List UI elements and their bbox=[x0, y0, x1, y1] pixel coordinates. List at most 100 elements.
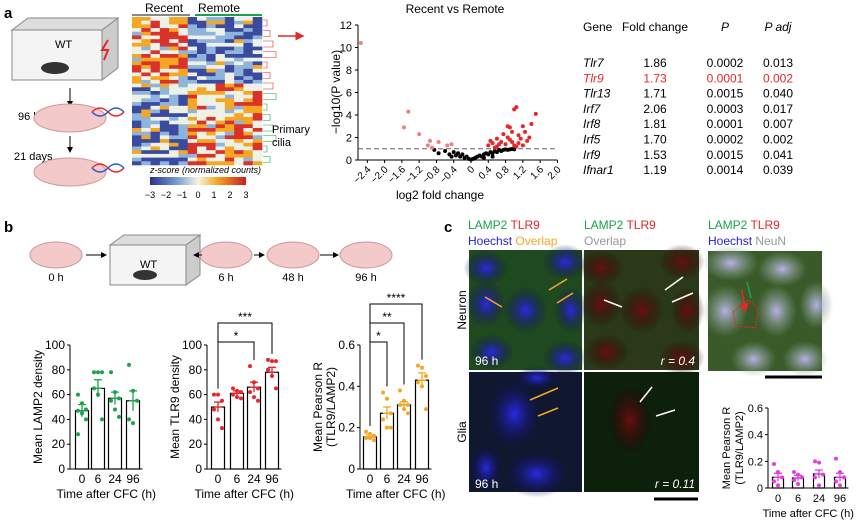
heatmap-cell bbox=[150, 94, 161, 99]
heatmap-cell bbox=[224, 35, 235, 40]
heatmap-cell bbox=[141, 65, 151, 70]
heatmap-cell bbox=[234, 124, 244, 129]
heatmap-cell bbox=[224, 24, 235, 29]
heatmap-cell bbox=[243, 128, 254, 132]
data-point bbox=[216, 417, 220, 422]
heatmap-cell bbox=[169, 87, 179, 92]
heatmap-cell bbox=[132, 109, 142, 114]
col1-label: LAMP2 TLR9 bbox=[468, 218, 540, 232]
table-cell: 0.0002 bbox=[707, 56, 744, 70]
heatmap-cell bbox=[150, 116, 161, 121]
heatmap-cell bbox=[132, 135, 142, 140]
heatmap-cell bbox=[150, 35, 161, 40]
y-axis-label: Mean Pearson R bbox=[721, 407, 733, 490]
heatmap-cell bbox=[215, 113, 226, 118]
colorbar-tick: 0 bbox=[195, 190, 200, 200]
heatmap-cell bbox=[243, 105, 254, 110]
data-point bbox=[252, 395, 256, 400]
heatmap-cell bbox=[169, 161, 179, 166]
heatmap-cell bbox=[215, 46, 226, 51]
heatmap-cell bbox=[252, 128, 263, 132]
heatmap-cell bbox=[187, 35, 198, 40]
heatmap-cell bbox=[206, 24, 216, 29]
heatmap-remote-label: Remote bbox=[198, 1, 240, 15]
behaviour-box-icon bbox=[10, 17, 120, 81]
heatmap-cell bbox=[197, 135, 207, 140]
table-cell: 1.71 bbox=[643, 87, 667, 101]
heatmap-cell bbox=[159, 39, 170, 44]
heatmap-cell bbox=[215, 83, 226, 88]
panel-label-b: b bbox=[4, 219, 13, 236]
table-cell: 0.041 bbox=[763, 148, 793, 162]
heatmap-cell bbox=[234, 157, 244, 162]
heatmap-cell bbox=[141, 116, 151, 121]
heatmap-cell bbox=[150, 124, 161, 129]
channel-label: TLR9 bbox=[626, 218, 656, 232]
heatmap-cell bbox=[169, 50, 179, 55]
heatmap-cell bbox=[150, 57, 161, 62]
heatmap-cell bbox=[206, 79, 216, 84]
heatmap-cell bbox=[197, 83, 207, 88]
data-point bbox=[800, 475, 804, 480]
heatmap-cell bbox=[187, 105, 198, 110]
data-point bbox=[84, 407, 88, 412]
col3-label: LAMP2 TLR9 bbox=[708, 218, 780, 232]
heatmap-cell bbox=[234, 72, 244, 77]
heatmap-cell bbox=[252, 131, 263, 136]
heatmap-cell bbox=[178, 142, 189, 147]
behaviour-box-icon bbox=[185, 234, 201, 286]
heatmap-cell bbox=[224, 124, 235, 129]
data-point bbox=[402, 407, 406, 412]
gene-table: Gene Fold change P P adj Tlr7 1.86 0.0002 0.013… bbox=[583, 20, 793, 177]
heatmap-cell bbox=[197, 161, 207, 166]
heatmap-cell bbox=[206, 131, 216, 136]
heatmap-cell bbox=[187, 146, 198, 151]
bar bbox=[414, 379, 430, 470]
data-point bbox=[398, 388, 402, 393]
heatmap-cell bbox=[234, 94, 244, 99]
data-point bbox=[792, 470, 796, 474]
heatmap-cell bbox=[215, 24, 226, 29]
heatmap-cell bbox=[252, 39, 263, 44]
heatmap-cell bbox=[215, 146, 226, 151]
heatmap-cell bbox=[234, 131, 244, 136]
x-tick-label: 6 bbox=[795, 493, 801, 505]
heatmap-cell bbox=[215, 39, 226, 44]
data-point bbox=[96, 370, 100, 375]
heatmap-cell bbox=[215, 79, 226, 84]
heatmap-cell bbox=[206, 76, 216, 81]
heatmap-cell bbox=[150, 146, 161, 151]
heatmap-cell bbox=[206, 105, 216, 110]
heatmap-cell bbox=[159, 142, 170, 147]
heatmap-cell bbox=[187, 153, 198, 158]
x-tick-label: 0 bbox=[215, 472, 222, 486]
dendrogram-branch bbox=[263, 82, 274, 90]
heatmap-cell bbox=[252, 116, 263, 121]
heatmap-cell bbox=[150, 113, 161, 118]
x-tick-label: −1.2 bbox=[404, 164, 426, 186]
data-point bbox=[220, 398, 224, 403]
heatmap-cell bbox=[141, 142, 151, 147]
heatmap-cell bbox=[215, 157, 226, 162]
heatmap-cell bbox=[169, 28, 179, 33]
heatmap-cell bbox=[234, 42, 244, 47]
data-point bbox=[248, 390, 252, 395]
heatmap-cell bbox=[215, 35, 226, 40]
heatmap-cell bbox=[224, 105, 235, 110]
table-cell: 1.81 bbox=[643, 117, 667, 131]
heatmap-cell bbox=[187, 46, 198, 51]
heatmap-cell bbox=[159, 17, 170, 21]
heatmap-cell bbox=[132, 83, 142, 88]
data-point bbox=[239, 396, 243, 401]
heatmap-cell bbox=[132, 157, 142, 162]
red-arrow-icon bbox=[739, 289, 749, 313]
heatmap-cell bbox=[215, 91, 226, 95]
heatmap-cell bbox=[178, 139, 189, 144]
heatmap-cell bbox=[132, 87, 142, 92]
heatmap-cell bbox=[169, 131, 179, 136]
x-tick-label: 96 bbox=[265, 472, 279, 486]
x-tick-label: 0 bbox=[367, 472, 374, 486]
table-cell: 1.53 bbox=[643, 148, 667, 162]
data-point bbox=[838, 483, 842, 488]
